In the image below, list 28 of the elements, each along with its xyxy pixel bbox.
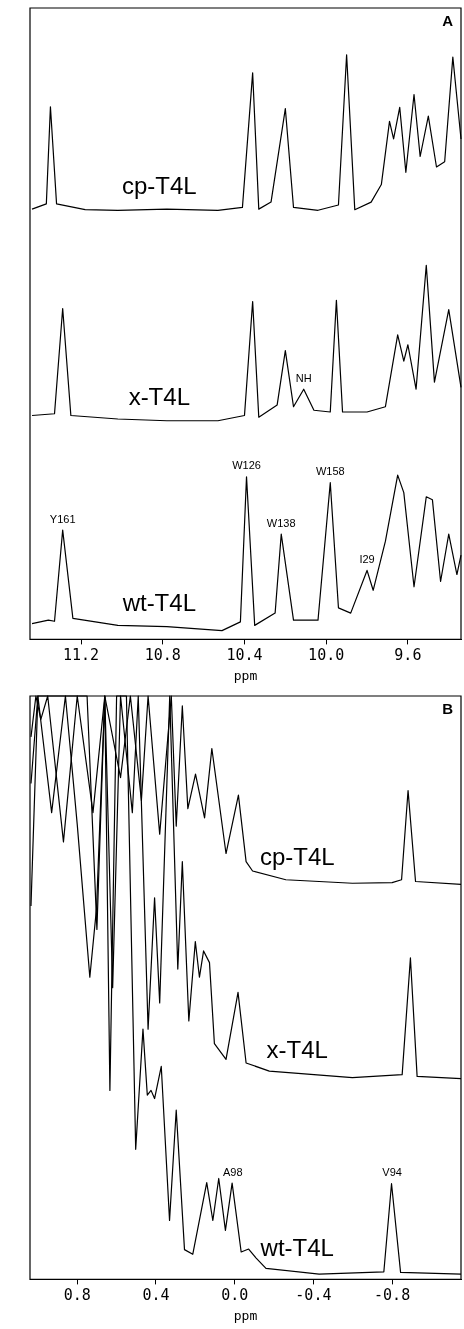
annotation: B	[442, 699, 454, 717]
text: A	[442, 11, 454, 29]
x-axis-title: ppm	[233, 667, 258, 683]
annotation: W138	[266, 516, 296, 529]
annotation: A98	[222, 1165, 243, 1178]
x-tick-label: -0.8	[374, 1286, 411, 1305]
series-label: x-T4L	[266, 1035, 328, 1063]
x-tick-label: 9.6	[394, 646, 422, 665]
annotation: W158	[315, 465, 345, 478]
series-label: wt-T4L	[121, 588, 196, 616]
x-tick-label: 0.4	[142, 1286, 170, 1305]
x-tick-label: -0.4	[295, 1286, 332, 1305]
x-tick-label: 0.0	[221, 1286, 249, 1305]
x-tick-label: 10.4	[226, 646, 263, 665]
series-label: cp-T4L	[121, 171, 197, 199]
x-axis-title: ppm	[233, 1307, 258, 1323]
series-label: x-T4L	[128, 383, 190, 411]
annotation: NH	[295, 371, 312, 384]
x-tick-label: 0.8	[63, 1286, 91, 1305]
series-label: wt-T4L	[259, 1234, 334, 1262]
x-tick-label: 10.0	[308, 646, 345, 665]
annotation: I29	[359, 552, 375, 565]
annotation: W126	[232, 459, 261, 472]
series-label: cp-T4L	[259, 842, 335, 870]
annotation: Y161	[49, 512, 76, 525]
x-tick-label: 11.2	[63, 646, 100, 665]
x-tick-label: 10.8	[144, 646, 181, 665]
annotation: V94	[382, 1166, 402, 1179]
